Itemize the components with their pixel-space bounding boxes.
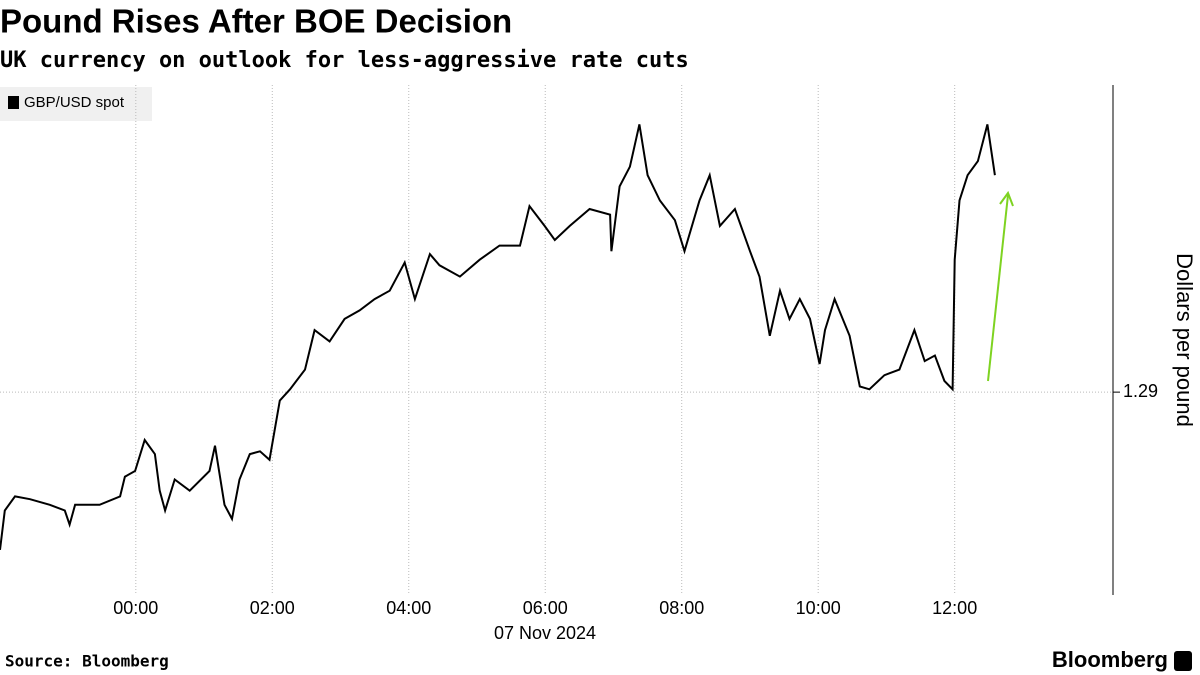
chart-title: Pound Rises After BOE Decision (0, 3, 512, 40)
brand: Bloomberg (1052, 647, 1168, 672)
annotation-arrowhead (999, 190, 1014, 207)
x-tick-label: 08:00 (659, 598, 704, 618)
legend-box (0, 87, 152, 121)
x-tick-label: 10:00 (796, 598, 841, 618)
legend: GBP/USD spot (0, 87, 152, 121)
chart-subtitle: UK currency on outlook for less-aggressi… (0, 48, 689, 73)
legend-label: GBP/USD spot (24, 94, 125, 111)
annotation-arrow (987, 194, 1009, 382)
x-tick-label: 02:00 (250, 598, 295, 618)
legend-swatch (8, 96, 19, 109)
source: Source: Bloomberg (5, 652, 169, 671)
y-axis-label: Dollars per pound (1172, 253, 1197, 427)
x-tick-label: 04:00 (386, 598, 431, 618)
x-axis-label: 07 Nov 2024 (494, 623, 596, 643)
x-tick-label: 00:00 (113, 598, 158, 618)
x-tick-label: 06:00 (523, 598, 568, 618)
x-tick-label: 12:00 (932, 598, 977, 618)
y-tick-label: 1.29 (1123, 381, 1158, 401)
brand-icon (1174, 651, 1192, 671)
line-series (0, 124, 996, 551)
